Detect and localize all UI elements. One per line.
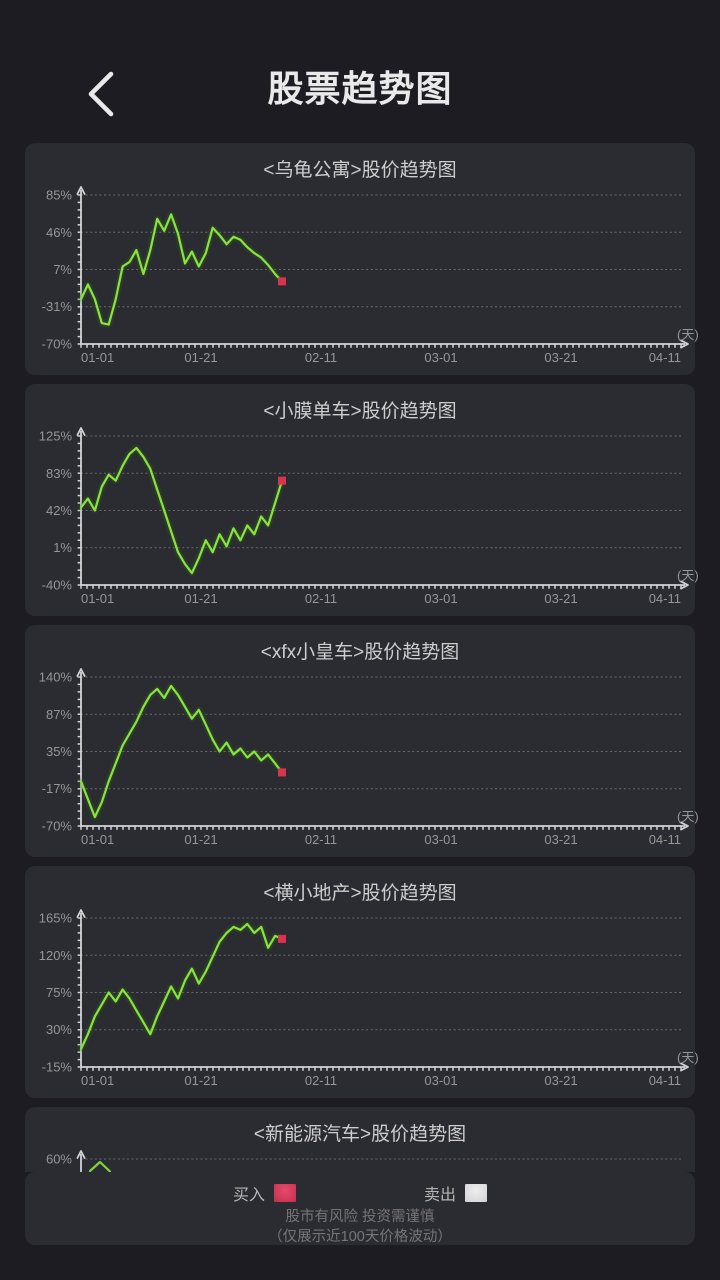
svg-text:04-11: 04-11: [649, 1073, 681, 1088]
svg-text:-15%: -15%: [42, 1060, 73, 1075]
svg-text:30%: 30%: [46, 1022, 72, 1037]
svg-text:01-01: 01-01: [81, 350, 114, 365]
svg-text:83%: 83%: [46, 466, 72, 481]
svg-text:-70%: -70%: [42, 819, 73, 834]
svg-text:03-21: 03-21: [544, 350, 577, 365]
svg-text:02-11: 02-11: [305, 591, 337, 606]
svg-text:1%: 1%: [53, 540, 72, 555]
svg-text:75%: 75%: [46, 985, 72, 1000]
svg-text:01-01: 01-01: [81, 591, 114, 606]
svg-text:03-01: 03-01: [424, 591, 457, 606]
svg-text:03-21: 03-21: [544, 591, 577, 606]
svg-text:42%: 42%: [46, 503, 72, 518]
svg-text:120%: 120%: [39, 948, 73, 963]
svg-text:03-01: 03-01: [424, 832, 457, 847]
svg-text:35%: 35%: [46, 744, 72, 759]
svg-text:04-11: 04-11: [649, 591, 681, 606]
svg-text:-70%: -70%: [42, 337, 73, 352]
svg-text:125%: 125%: [39, 429, 73, 444]
svg-text:-40%: -40%: [42, 578, 73, 593]
svg-text:7%: 7%: [53, 262, 72, 277]
svg-text:01-21: 01-21: [184, 350, 217, 365]
svg-text:87%: 87%: [46, 707, 72, 722]
svg-text:02-11: 02-11: [305, 1073, 337, 1088]
svg-text:01-01: 01-01: [81, 832, 114, 847]
svg-text:01-21: 01-21: [184, 591, 217, 606]
svg-text:03-01: 03-01: [424, 1073, 457, 1088]
svg-text:60%: 60%: [46, 1152, 72, 1167]
svg-text:03-21: 03-21: [544, 832, 577, 847]
svg-text:03-01: 03-01: [424, 350, 457, 365]
svg-text:01-01: 01-01: [81, 1073, 114, 1088]
svg-text:02-11: 02-11: [305, 832, 337, 847]
svg-text:85%: 85%: [46, 188, 72, 203]
svg-text:04-11: 04-11: [649, 350, 681, 365]
svg-text:165%: 165%: [39, 911, 73, 926]
svg-text:140%: 140%: [39, 670, 73, 685]
svg-text:-17%: -17%: [42, 781, 73, 796]
svg-text:02-11: 02-11: [305, 350, 337, 365]
svg-text:46%: 46%: [46, 225, 72, 240]
svg-text:01-21: 01-21: [184, 832, 217, 847]
svg-text:01-21: 01-21: [184, 1073, 217, 1088]
svg-text:04-11: 04-11: [649, 832, 681, 847]
svg-text:03-21: 03-21: [544, 1073, 577, 1088]
svg-text:-31%: -31%: [42, 299, 73, 314]
